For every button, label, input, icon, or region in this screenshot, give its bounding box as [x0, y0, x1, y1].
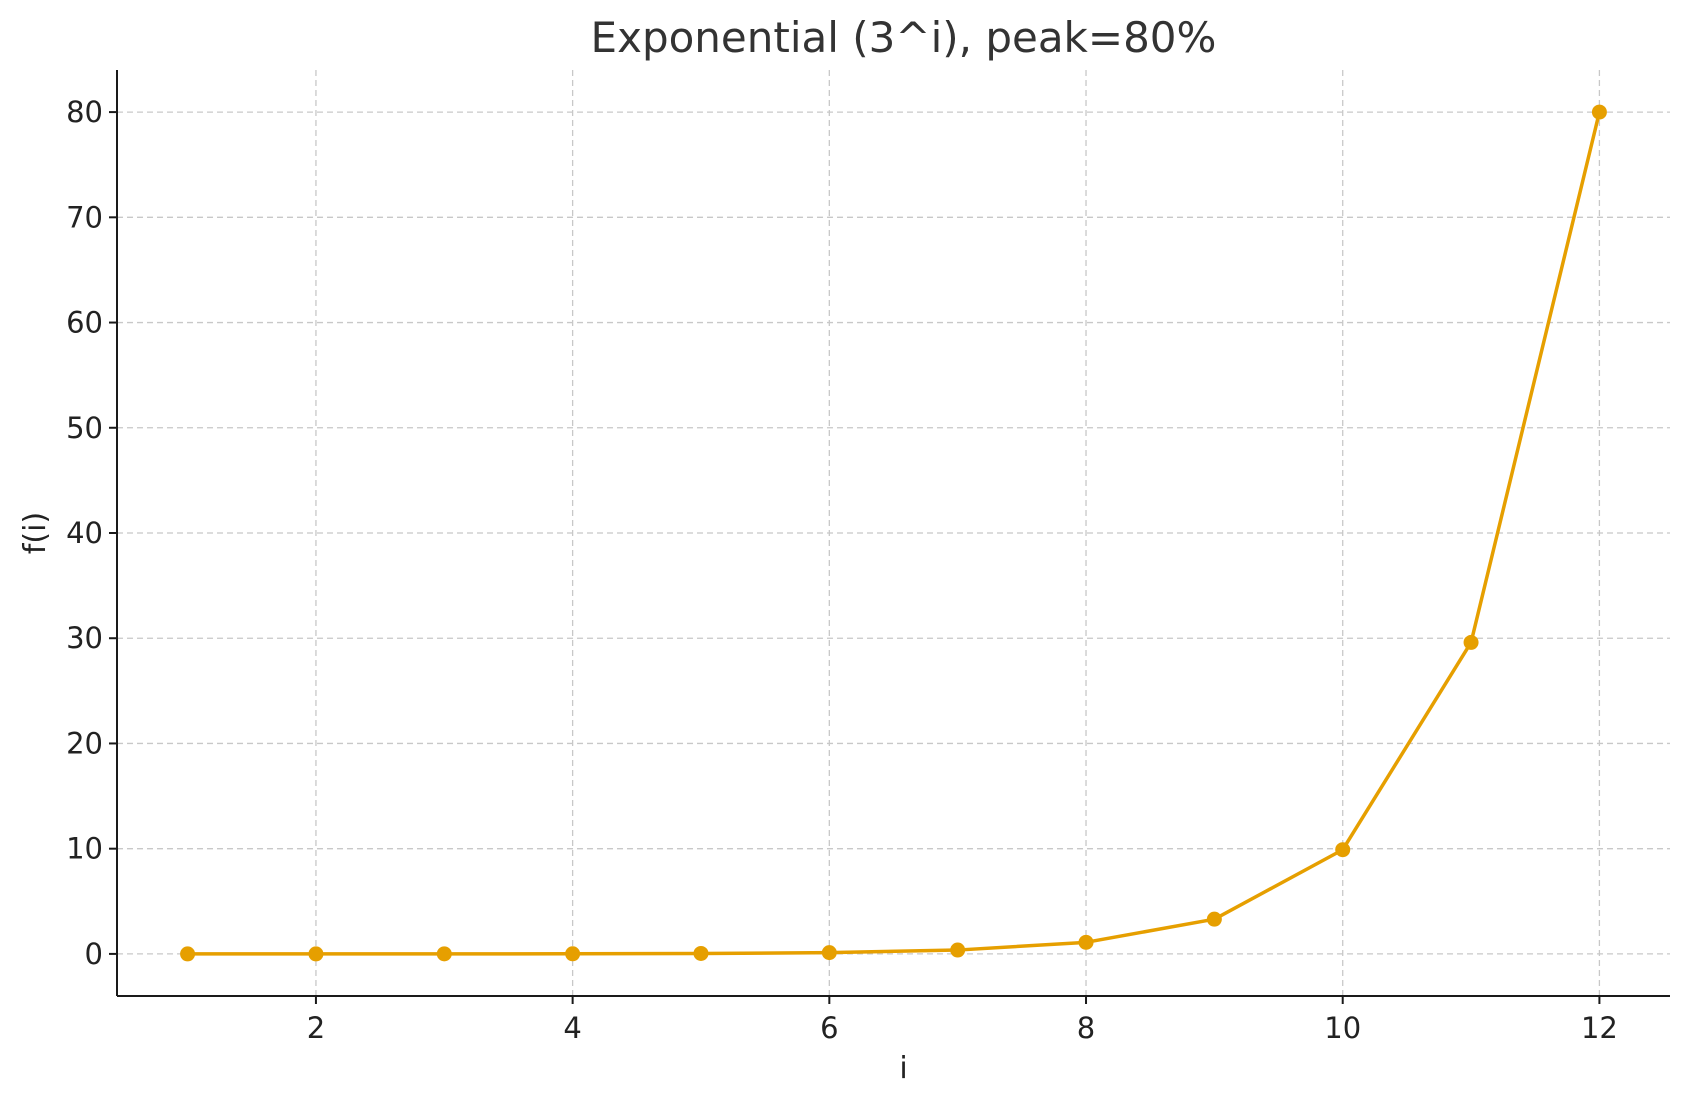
data-point [1463, 634, 1479, 650]
y-tick-label: 0 [85, 937, 103, 971]
data-point [1206, 911, 1222, 927]
y-tick-label: 80 [66, 95, 103, 129]
grid-layer [117, 70, 1670, 996]
x-tick-label: 10 [1324, 1011, 1361, 1045]
series-layer [180, 104, 1607, 962]
data-point [180, 946, 196, 962]
x-tick-label: 4 [563, 1011, 581, 1045]
data-point [1078, 934, 1094, 950]
data-point [1591, 104, 1607, 120]
data-point [821, 945, 837, 961]
y-tick-label: 10 [66, 832, 103, 866]
tick-layer: 2 4 6 8 10 12 0 10 20 30 40 50 60 70 80 [66, 95, 1618, 1045]
data-point [308, 946, 324, 962]
y-tick-label: 50 [66, 411, 103, 445]
data-point [565, 946, 581, 962]
chart-title: Exponential (3^i), peak=80% [591, 13, 1217, 62]
data-point [693, 945, 709, 961]
y-tick-label: 60 [66, 306, 103, 340]
x-tick-label: 2 [307, 1011, 325, 1045]
x-tick-label: 6 [820, 1011, 838, 1045]
data-point [436, 946, 452, 962]
data-point [950, 942, 966, 958]
x-axis-label: i [899, 1051, 907, 1086]
data-point [1335, 842, 1351, 858]
y-axis-label: f(i) [18, 512, 53, 554]
y-tick-label: 20 [66, 726, 103, 760]
y-tick-label: 70 [66, 200, 103, 234]
x-tick-label: 12 [1581, 1011, 1618, 1045]
y-tick-label: 40 [66, 516, 103, 550]
series-line [185, 110, 1602, 956]
x-tick-label: 8 [1077, 1011, 1095, 1045]
y-tick-label: 30 [66, 621, 103, 655]
